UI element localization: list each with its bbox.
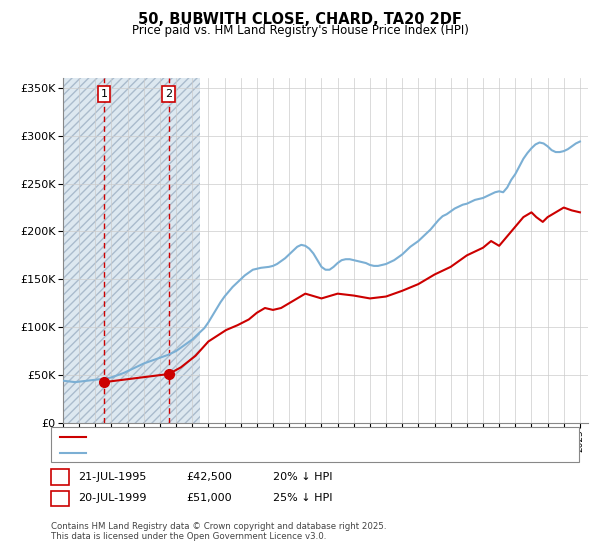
- Text: 1: 1: [101, 89, 107, 99]
- Bar: [63, 78, 200, 423]
- Text: Contains HM Land Registry data © Crown copyright and database right 2025.
This d: Contains HM Land Registry data © Crown c…: [51, 522, 386, 542]
- Text: 50, BUBWITH CLOSE, CHARD, TA20 2DF (semi-detached house): 50, BUBWITH CLOSE, CHARD, TA20 2DF (semi…: [92, 432, 421, 442]
- Text: 1: 1: [56, 472, 64, 482]
- Text: 2: 2: [165, 89, 172, 99]
- Text: 2: 2: [56, 493, 64, 503]
- Text: 21-JUL-1995: 21-JUL-1995: [78, 472, 146, 482]
- Text: 20-JUL-1999: 20-JUL-1999: [78, 493, 146, 503]
- Text: 50, BUBWITH CLOSE, CHARD, TA20 2DF: 50, BUBWITH CLOSE, CHARD, TA20 2DF: [138, 12, 462, 27]
- Text: £51,000: £51,000: [186, 493, 232, 503]
- Text: Price paid vs. HM Land Registry's House Price Index (HPI): Price paid vs. HM Land Registry's House …: [131, 24, 469, 37]
- Text: 20% ↓ HPI: 20% ↓ HPI: [273, 472, 332, 482]
- Text: HPI: Average price, semi-detached house, Somerset: HPI: Average price, semi-detached house,…: [92, 447, 364, 458]
- Text: 25% ↓ HPI: 25% ↓ HPI: [273, 493, 332, 503]
- Text: £42,500: £42,500: [186, 472, 232, 482]
